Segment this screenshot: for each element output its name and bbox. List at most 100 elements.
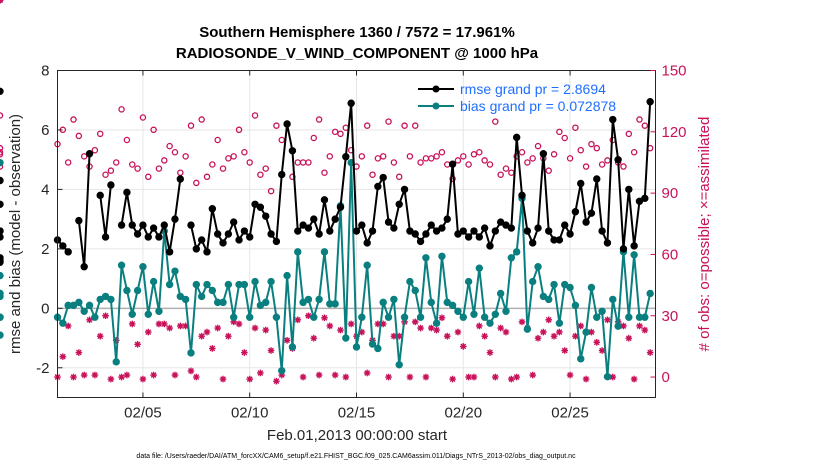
assimilated-obs-point: [70, 373, 77, 381]
assimilated-obs-marker: [582, 375, 590, 383]
rmse-point: [587, 209, 596, 217]
possible-obs-point: [96, 130, 104, 138]
rmse-point: [0, 233, 4, 241]
bias-point: [507, 254, 516, 262]
rmse-point: [133, 230, 142, 238]
possible-obs-point: [369, 171, 376, 178]
assimilated-obs-marker: [641, 326, 649, 334]
assimilated-obs-marker: [476, 322, 483, 330]
assimilated-obs-marker: [529, 371, 536, 379]
possible-obs-point: [112, 159, 120, 166]
bias-point: [480, 313, 489, 321]
possible-obs-point: [123, 136, 131, 144]
possible-obs-point: [561, 134, 568, 142]
assimilated-obs-marker: [267, 347, 275, 354]
x-tick-label: 02/20: [445, 405, 483, 422]
assimilated-obs-marker: [251, 324, 259, 332]
possible-obs-point: [177, 169, 184, 176]
rmse-point: [545, 227, 553, 235]
rmse-point: [427, 221, 435, 229]
bias-point: [128, 310, 136, 318]
possible-obs-point: [161, 157, 168, 164]
assimilated-obs-marker: [561, 347, 569, 354]
assimilated-obs-point: [465, 373, 472, 381]
assimilated-obs-point: [75, 349, 83, 356]
possible-obs-point: [625, 130, 633, 138]
x-axis-label: Feb.01,2013 00:00:00 start: [267, 427, 448, 444]
assimilated-obs-marker: [294, 316, 302, 324]
possible-obs-point: [107, 167, 115, 174]
rmse-point: [267, 230, 275, 238]
assimilated-obs-point: [219, 375, 227, 383]
rmse-point: [197, 236, 206, 244]
rmse-point: [411, 230, 419, 238]
possible-obs-point: [241, 148, 248, 156]
rmse-point: [571, 208, 580, 216]
rmse-point: [0, 87, 4, 96]
y-axis-right-label: # of obs: o=possible; ×=assimilated: [696, 117, 713, 352]
possible-obs-point: [145, 173, 152, 181]
bias-point: [630, 251, 638, 259]
rmse-point: [64, 248, 72, 256]
rmse-point: [315, 230, 323, 238]
bias-point: [0, 331, 4, 339]
assimilated-obs-marker: [315, 371, 323, 379]
assimilated-obs-marker: [128, 320, 136, 328]
rmse-point: [0, 227, 4, 235]
assimilated-obs-point: [630, 375, 638, 383]
rmse-point: [374, 182, 382, 191]
bias-point: [246, 313, 254, 321]
possible-obs-point: [620, 163, 627, 170]
bias-point: [91, 313, 99, 321]
rmse-point: [80, 263, 88, 271]
assimilated-obs-point: [385, 373, 392, 381]
rmse-point: [395, 200, 403, 208]
possible-obs-point: [588, 140, 595, 148]
rmse-point: [160, 221, 168, 229]
assimilated-obs-marker: [443, 332, 451, 340]
rmse-point: [641, 194, 649, 203]
bias-point: [438, 252, 446, 260]
rmse-point: [304, 224, 313, 232]
possible-obs-point: [641, 122, 649, 129]
bias-point: [566, 283, 574, 292]
possible-obs-point: [91, 146, 99, 154]
assimilated-obs-point: [214, 324, 221, 332]
rmse-point: [358, 221, 366, 229]
rmse-point: [443, 215, 451, 223]
assimilated-obs-point: [321, 314, 328, 322]
assimilated-obs-point: [118, 373, 125, 381]
possible-obs-point: [187, 122, 195, 129]
assimilated-obs-point: [556, 328, 563, 336]
assimilated-obs-marker: [171, 371, 179, 379]
bias-point: [331, 300, 339, 308]
bias-point: [288, 343, 297, 351]
assimilated-obs-marker: [572, 332, 579, 340]
possible-obs-point: [128, 161, 136, 168]
assimilated-obs-point: [123, 371, 131, 379]
possible-obs-point: [198, 116, 205, 123]
chart-title: Southern Hemisphere 1360 / 7572 = 17.961…: [199, 24, 515, 41]
bias-point: [384, 313, 393, 321]
y-axis-label: rmse and bias (model - observation): [7, 114, 24, 354]
rmse-point: [390, 224, 398, 232]
possible-obs-point: [582, 163, 590, 170]
assimilated-obs-point: [406, 373, 414, 381]
assimilated-obs-point: [646, 349, 654, 356]
legend-rmse-label: rmse grand pr = 2.8694: [460, 81, 606, 97]
assimilated-obs-point: [604, 316, 611, 324]
rmse-point: [539, 150, 548, 158]
rmse-point: [577, 179, 585, 188]
assimilated-obs-point: [337, 326, 344, 334]
bias-point: [192, 280, 201, 289]
assimilated-obs-point: [102, 312, 109, 320]
assimilated-obs-marker: [310, 334, 318, 342]
possible-obs-point: [155, 165, 163, 172]
assimilated-obs-marker: [406, 373, 414, 381]
y-tick-label: 2: [41, 241, 49, 258]
assimilated-obs-marker: [123, 371, 131, 379]
assimilated-obs-marker: [187, 367, 195, 375]
assimilated-obs-point: [422, 373, 430, 381]
bias-point: [486, 319, 494, 327]
